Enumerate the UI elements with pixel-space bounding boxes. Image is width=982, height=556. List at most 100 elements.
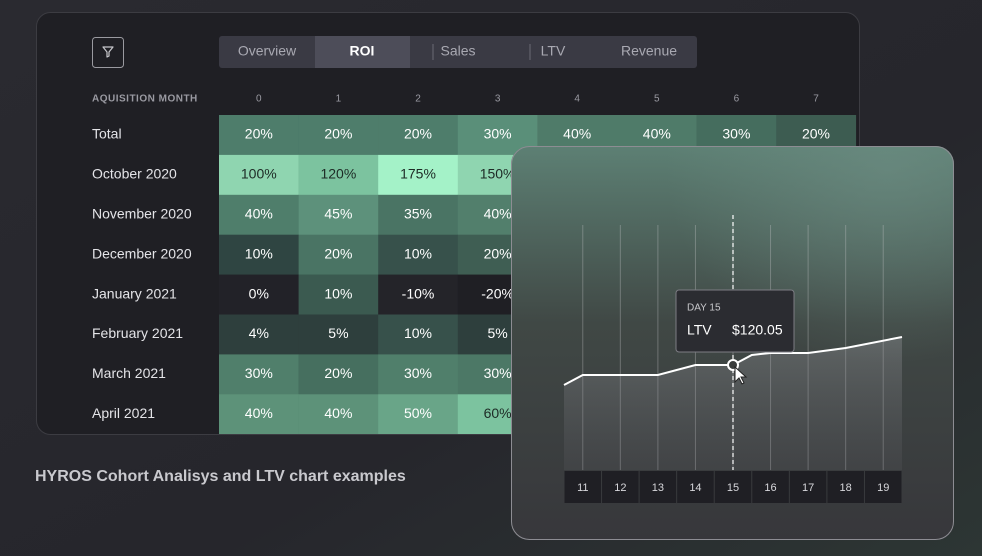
cohort-cell [298,354,379,395]
column-header: 5 [654,94,660,105]
x-tick-cell [677,471,714,503]
cohort-cell [298,234,379,275]
x-tick-cell [789,471,827,503]
cell-value: 10% [404,325,432,341]
cell-value: 20% [802,126,830,142]
cell-value: 35% [404,205,432,221]
row-label: April 2021 [92,405,155,421]
cell-value: 30% [484,365,512,381]
column-header: 6 [734,94,740,105]
cohort-cell [219,194,299,235]
cursor [734,365,748,385]
filter-box [92,37,124,68]
cohort-cell [219,354,299,395]
filter-icon [102,46,114,58]
tooltip-box [675,289,795,353]
cell-value: 30% [722,126,750,142]
cell-value: 30% [404,365,432,381]
row-label: March 2021 [92,365,166,381]
cohort-cell [219,274,299,315]
x-tick-cell [564,471,602,503]
cohort-cell [298,394,379,434]
cohort-cell [378,234,459,275]
cell-value: 20% [324,245,352,261]
cohort-cell [219,394,299,434]
ltv-line [563,336,903,386]
tab[interactable]: Overview [238,43,297,59]
cell-value: 30% [484,126,512,142]
cohort-cell [219,115,299,156]
x-tick-label: 14 [689,482,701,494]
cell-value: -10% [402,285,435,301]
tab[interactable]: Sales [440,43,475,59]
cell-value: 45% [324,205,352,221]
cell-value: 20% [245,126,273,142]
cell-value: 20% [324,126,352,142]
tab[interactable]: LTV [541,43,566,59]
column-header: 4 [574,94,580,105]
cell-value: 0% [249,285,269,301]
cell-value: -20% [481,285,514,301]
cohort-cell [219,154,299,196]
cell-value: 60% [484,405,512,421]
cell-value: 40% [245,405,273,421]
filter-button[interactable] [92,37,124,68]
cohort-cell [378,314,459,355]
cohort-cell [219,234,299,275]
x-tick-label: 15 [727,482,739,494]
card-border [511,146,954,540]
x-tick-cell [639,471,677,503]
row-label: February 2021 [92,325,183,341]
x-tick-cell [714,471,752,503]
x-tick-cell [827,471,864,503]
column-header: 7 [813,94,819,105]
cohort-cell [378,154,459,196]
x-tick-label: 19 [877,482,889,494]
cell-value: 20% [404,126,432,142]
cell-value: 10% [245,245,273,261]
tab-active-bg [315,36,410,68]
cell-value: 100% [241,166,277,182]
cohort-cell [378,274,459,315]
cell-value: 10% [404,245,432,261]
tab[interactable]: Revenue [621,43,677,59]
x-tick-label: 16 [764,482,776,494]
cell-value: 40% [643,126,671,142]
cell-value: 20% [484,245,512,261]
row-label: October 2020 [92,166,177,182]
cell-value: 40% [245,205,273,221]
row-label: November 2020 [92,205,192,221]
column-header: 2 [415,94,421,105]
tooltip-value: $120.05 [732,322,783,338]
column-header: 0 [256,94,262,105]
x-tick-label: 18 [840,482,852,494]
column-header: 1 [336,94,342,105]
cell-value: 5% [328,325,348,341]
caption: HYROS Cohort Analisys and LTV chart exam… [35,468,406,485]
cohort-cell [219,314,299,355]
tooltip-label: LTV [687,322,712,338]
cell-value: 50% [404,405,432,421]
cohort-cell [298,115,379,156]
table-header: AQUISITION MONTH [92,94,198,105]
ltv-area [564,337,902,470]
cohort-cell [298,194,379,235]
ltv-chart-card: 11 12 13 14 15 16 17 18 19 DAY 15 LTV $120.05 [511,146,954,540]
x-tick-cell [752,471,789,503]
cell-value: 5% [487,325,507,341]
row-label: Total [92,126,122,142]
x-tick-label: 13 [652,482,664,494]
cell-value: 20% [324,365,352,381]
x-tick-cell [864,471,902,503]
cell-value: 4% [249,325,269,341]
x-tick-cell [602,471,639,503]
tab[interactable]: ROI [350,43,375,59]
x-tick-label: 12 [614,482,626,494]
cell-value: 175% [400,166,436,182]
column-header: 3 [495,94,501,105]
row-label: January 2021 [92,285,177,301]
cell-value: 30% [245,365,273,381]
cell-value: 40% [484,205,512,221]
